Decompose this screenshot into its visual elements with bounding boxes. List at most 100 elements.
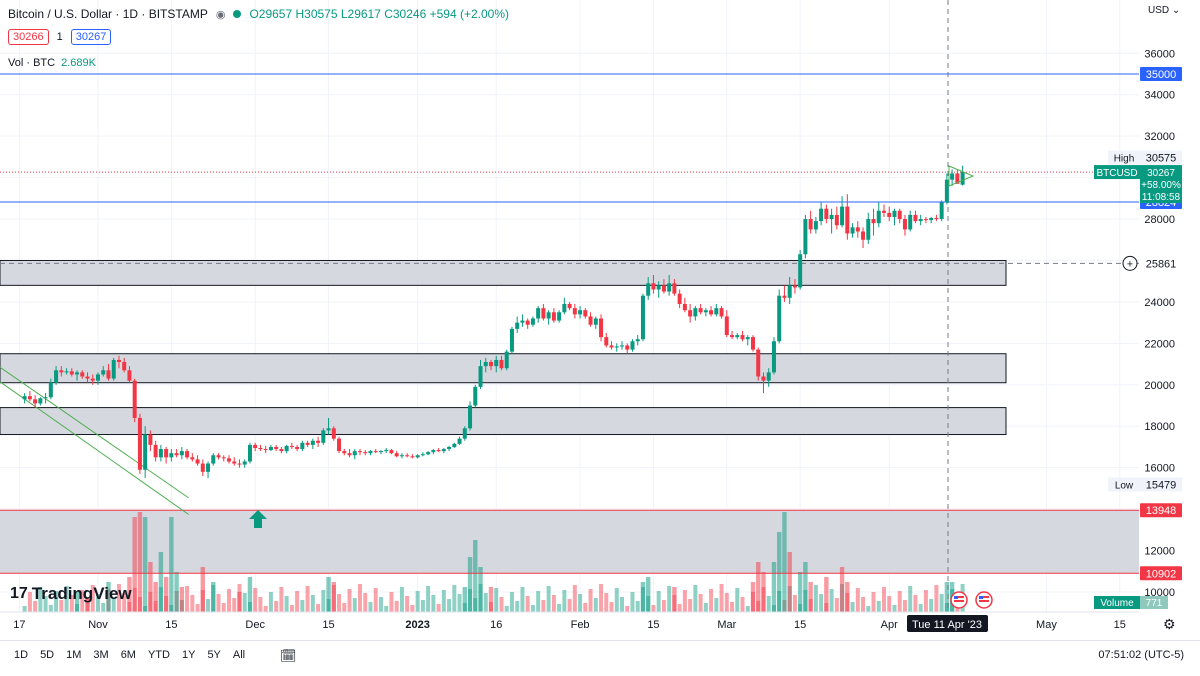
volume-bar bbox=[457, 594, 462, 612]
volume-bar bbox=[342, 603, 347, 612]
volume-bar bbox=[850, 602, 855, 612]
time-tick-label: 15 bbox=[1114, 619, 1126, 631]
volume-bar bbox=[578, 594, 583, 612]
time-axis[interactable]: 17 Nov 15 Dec 15 2023 16 Feb 15 Mar 15 Apr May 15 Tue … bbox=[0, 611, 1139, 632]
time-tick-label: Apr bbox=[881, 619, 898, 631]
volume-bar bbox=[588, 589, 593, 612]
tradingview-logo[interactable]: 17 TradingView bbox=[10, 584, 132, 604]
candle-body bbox=[75, 372, 80, 375]
volume-bar bbox=[562, 590, 567, 612]
volume-bar bbox=[944, 582, 950, 612]
volume-bar bbox=[289, 605, 294, 612]
candle-body bbox=[90, 378, 95, 381]
timeframe-5y[interactable]: 5Y bbox=[207, 649, 221, 661]
volume-bar bbox=[803, 562, 808, 612]
eye-icon[interactable]: ◉ bbox=[215, 8, 226, 21]
calendar-icon[interactable]: 🗓 bbox=[280, 648, 297, 663]
volume-bar bbox=[321, 590, 326, 612]
volume-bar bbox=[274, 601, 279, 612]
volume-bar bbox=[426, 586, 431, 612]
logo-mark: 17 bbox=[10, 585, 28, 602]
candle-body bbox=[677, 293, 682, 304]
volume-legend: Vol · BTC 2.689K bbox=[8, 57, 96, 69]
candle-body bbox=[473, 386, 478, 406]
timeframe-5d[interactable]: 5D bbox=[40, 649, 55, 661]
candle-body bbox=[646, 283, 651, 296]
volume-bar bbox=[347, 589, 352, 612]
candle-body bbox=[164, 449, 169, 458]
volume-bar bbox=[69, 595, 74, 612]
timeframe-ytd[interactable]: YTD bbox=[147, 649, 170, 661]
last-symbol-tag-bg bbox=[1094, 165, 1140, 180]
volume-bar bbox=[195, 604, 200, 612]
candle-body bbox=[766, 372, 771, 381]
candle-body bbox=[373, 451, 378, 453]
volume-bar bbox=[735, 588, 740, 612]
candle-body bbox=[69, 371, 74, 375]
candle-body bbox=[923, 219, 928, 221]
zone-rect bbox=[0, 407, 1007, 436]
price-tick-label: 20000 bbox=[1144, 380, 1175, 392]
candle-body bbox=[352, 451, 357, 456]
candle-body bbox=[169, 453, 174, 458]
candle-body bbox=[578, 310, 583, 315]
volume-bar bbox=[599, 584, 604, 612]
volume-bar bbox=[211, 582, 216, 612]
gear-icon[interactable]: ⚙ bbox=[1163, 616, 1176, 632]
volume-bar bbox=[861, 597, 866, 612]
volume-bar bbox=[750, 582, 756, 612]
volume-bar bbox=[268, 592, 273, 612]
price-axis[interactable]: 1000012000140001600018000200002200024000… bbox=[1094, 0, 1200, 612]
symbol-header: Bitcoin / U.S. Dollar · 1D · BITSTAMP ◉ … bbox=[8, 7, 509, 21]
timeframe-6m[interactable]: 6M bbox=[120, 649, 136, 661]
horizontal-price-lines bbox=[0, 0, 1139, 612]
candle-body bbox=[745, 337, 750, 340]
candle-body bbox=[557, 312, 562, 321]
volume-bar bbox=[153, 582, 158, 612]
timeframe-1d[interactable]: 1D bbox=[14, 649, 29, 661]
candle-body bbox=[116, 359, 121, 363]
candle-body bbox=[792, 285, 797, 288]
time-tick-label: 15 bbox=[794, 619, 806, 631]
currency-selector[interactable]: USD ⌄ bbox=[1148, 5, 1180, 16]
clock-display[interactable]: 07:51:02 (UTC-5) bbox=[1098, 649, 1184, 661]
candle-body bbox=[436, 450, 441, 452]
volume-bar bbox=[604, 593, 609, 612]
bottom-toolbar: 1D 5D 1M 3M 6M YTD 1Y 5Y All 🗓 07:51:02 … bbox=[0, 640, 1200, 676]
candle-body bbox=[64, 371, 69, 373]
candle-body bbox=[326, 428, 331, 431]
volume-bar bbox=[661, 600, 666, 612]
volume-bar bbox=[693, 585, 698, 612]
candle-body bbox=[829, 214, 834, 220]
timeframe-1y[interactable]: 1Y bbox=[181, 649, 196, 661]
volume-histogram bbox=[22, 512, 965, 612]
volume-bar bbox=[33, 601, 38, 612]
volume-bar bbox=[384, 606, 389, 612]
candle-body bbox=[384, 450, 389, 452]
buy-price-button[interactable]: 30267 bbox=[70, 29, 112, 45]
volume-bar bbox=[38, 587, 43, 612]
candle-body bbox=[614, 346, 619, 348]
volume-bar bbox=[111, 598, 116, 612]
volume-bar bbox=[797, 572, 803, 612]
volume-bar bbox=[839, 567, 845, 612]
volume-bar bbox=[216, 594, 221, 612]
symbol-title[interactable]: Bitcoin / U.S. Dollar · 1D · BITSTAMP bbox=[8, 7, 208, 21]
ohlc-values: O29657 H30575 L29617 C30246 +594 (+2.00%… bbox=[249, 7, 509, 21]
candle-body bbox=[321, 430, 326, 443]
volume-bar bbox=[96, 594, 100, 612]
timeframe-1m[interactable]: 1M bbox=[66, 649, 82, 661]
sell-price-button[interactable]: 30266 bbox=[8, 29, 49, 45]
timeframe-3m[interactable]: 3M bbox=[93, 649, 109, 661]
price-tick-label: 34000 bbox=[1144, 90, 1175, 102]
candle-body bbox=[85, 376, 90, 379]
timeframe-all[interactable]: All bbox=[232, 649, 246, 661]
candle-body bbox=[871, 219, 876, 224]
candle-body bbox=[682, 303, 687, 311]
candle-body bbox=[441, 449, 446, 452]
volume-bar bbox=[714, 598, 719, 612]
volume-bar bbox=[483, 593, 488, 612]
volume-bar bbox=[85, 597, 90, 612]
candle-body bbox=[153, 444, 158, 458]
